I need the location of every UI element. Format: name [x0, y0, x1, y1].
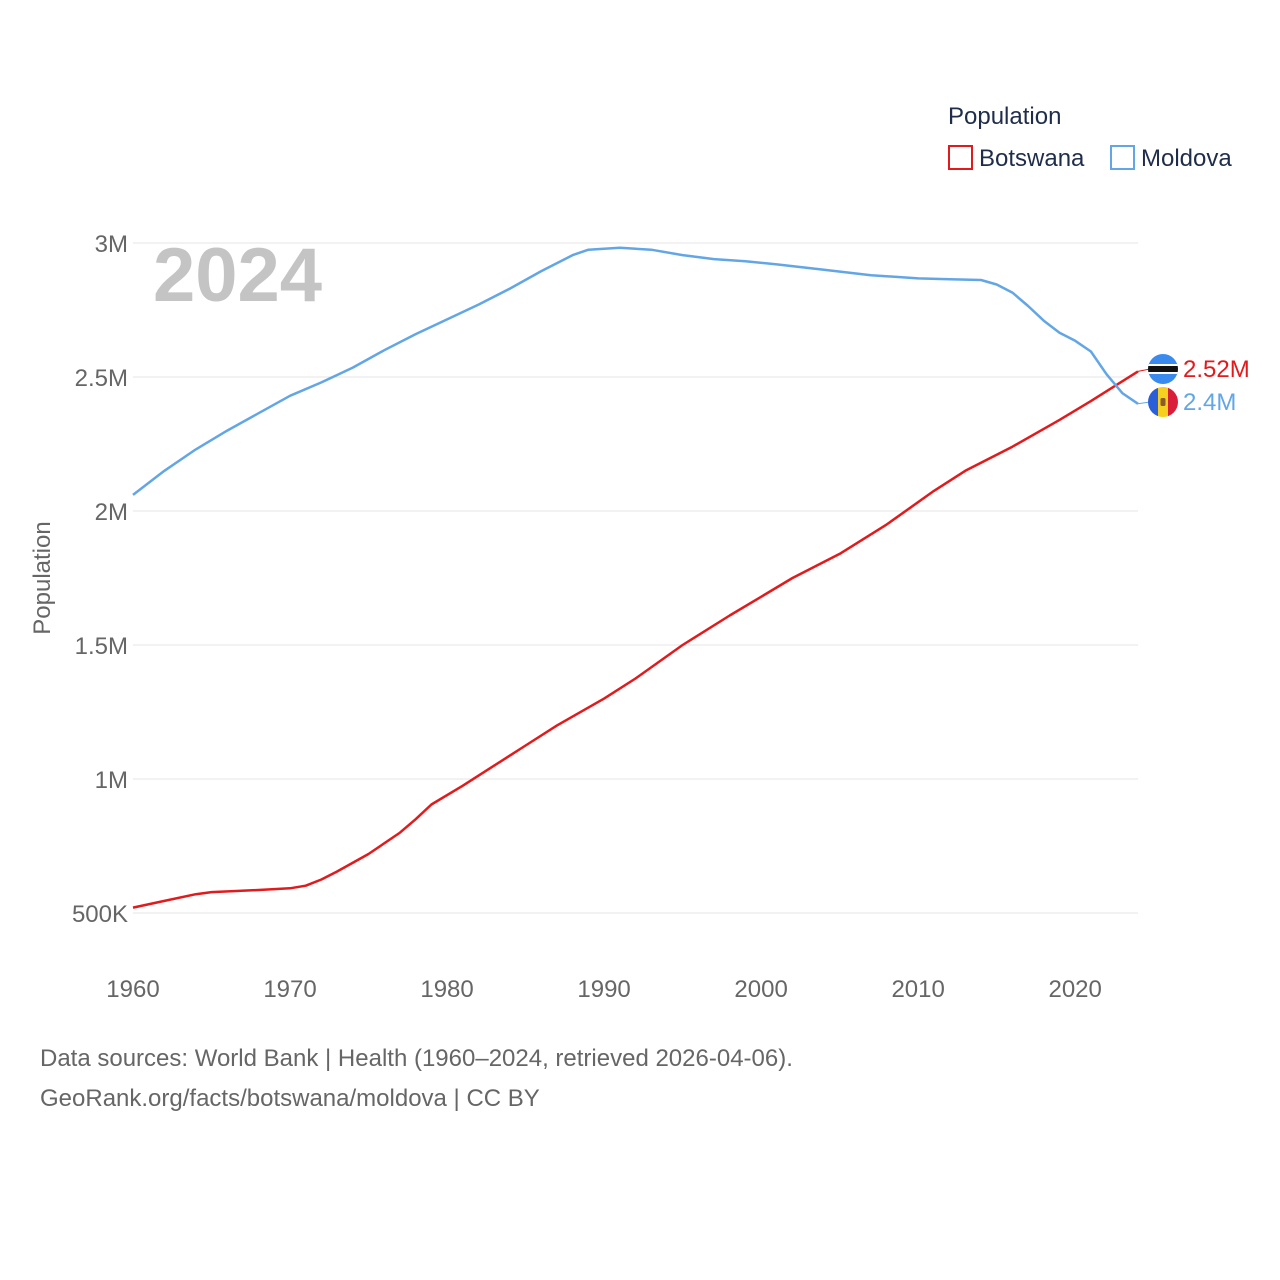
x-tick-label: 2000 [734, 976, 787, 1003]
end-value-label-botswana: 2.52M [1183, 356, 1250, 383]
legend-item-moldova[interactable]: Moldova [1110, 145, 1232, 172]
end-connector [1137, 368, 1151, 372]
legend[interactable]: Population Botswana Moldova [948, 103, 1232, 172]
end-value-label-moldova: 2.4M [1183, 389, 1236, 416]
x-tick-label: 1970 [263, 976, 316, 1003]
y-tick-label: 1.5M [75, 633, 128, 660]
legend-title: Population [948, 103, 1061, 130]
source-note: Data sources: World Bank | Health (1960–… [40, 1045, 793, 1072]
y-tick-label: 2.5M [75, 365, 128, 392]
y-tick-label: 2M [95, 499, 128, 526]
legend-label-moldova: Moldova [1141, 145, 1232, 172]
end-labels: 2.52M 2.4M [1137, 354, 1250, 417]
legend-swatch-botswana [948, 145, 973, 170]
year-label: 2024 [153, 233, 322, 318]
x-tick-label: 1990 [577, 976, 630, 1003]
moldova-flag-icon [1148, 387, 1178, 417]
grid-lines [133, 242, 1138, 914]
y-tick-label: 500K [72, 901, 128, 928]
credit-link[interactable]: GeoRank.org/facts/botswana/moldova | CC … [40, 1085, 540, 1112]
y-axis-ticks: 500K 1M 1.5M 2M 2.5M 3M [72, 231, 128, 928]
series-line-moldova[interactable] [132, 246, 1139, 496]
series-lines [132, 246, 1139, 909]
x-tick-label: 1980 [420, 976, 473, 1003]
legend-swatch-moldova [1110, 145, 1135, 170]
x-tick-label: 1960 [106, 976, 159, 1003]
legend-item-botswana[interactable]: Botswana [948, 145, 1085, 172]
botswana-flag-icon [1148, 354, 1178, 384]
series-line-botswana[interactable] [132, 370, 1139, 909]
x-tick-label: 2010 [891, 976, 944, 1003]
x-tick-label: 2020 [1048, 976, 1101, 1003]
y-tick-label: 3M [95, 231, 128, 258]
y-tick-label: 1M [95, 767, 128, 794]
end-connector [1137, 401, 1151, 405]
legend-label-botswana: Botswana [979, 145, 1085, 172]
x-axis-ticks: 1960 1970 1980 1990 2000 2010 2020 [106, 976, 1102, 1003]
y-axis-title: Population [29, 521, 56, 634]
